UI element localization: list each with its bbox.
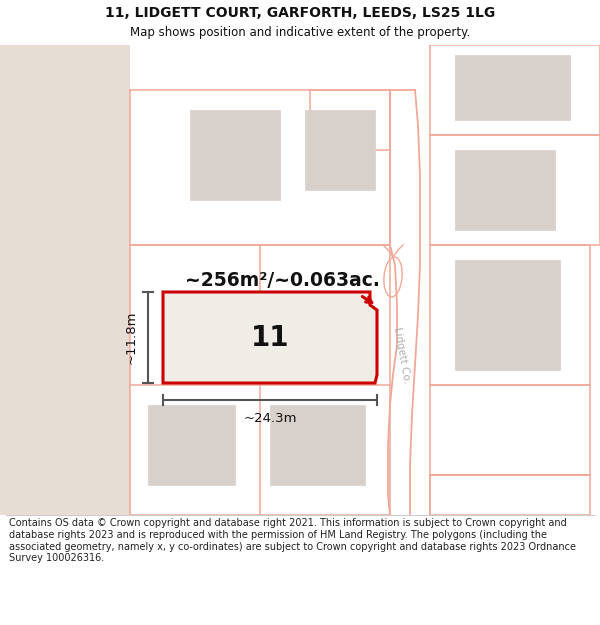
Text: 11, LIDGETT COURT, GARFORTH, LEEDS, LS25 1LG: 11, LIDGETT COURT, GARFORTH, LEEDS, LS25… [105,6,495,19]
Text: ~256m²/~0.063ac.: ~256m²/~0.063ac. [185,271,380,289]
Polygon shape [455,55,570,120]
Polygon shape [163,292,377,383]
Text: ~24.3m: ~24.3m [243,412,297,425]
Text: Map shows position and indicative extent of the property.: Map shows position and indicative extent… [130,26,470,39]
Text: Lidgett Co.: Lidgett Co. [392,326,412,384]
Polygon shape [148,405,235,485]
Polygon shape [305,110,375,190]
Polygon shape [455,260,560,370]
Polygon shape [190,110,280,200]
Polygon shape [270,405,365,485]
Text: Contains OS data © Crown copyright and database right 2021. This information is : Contains OS data © Crown copyright and d… [9,518,576,563]
Polygon shape [185,310,310,370]
Polygon shape [455,150,555,230]
Text: ~11.8m: ~11.8m [125,310,138,364]
Text: 11: 11 [251,324,289,352]
Polygon shape [0,45,130,515]
